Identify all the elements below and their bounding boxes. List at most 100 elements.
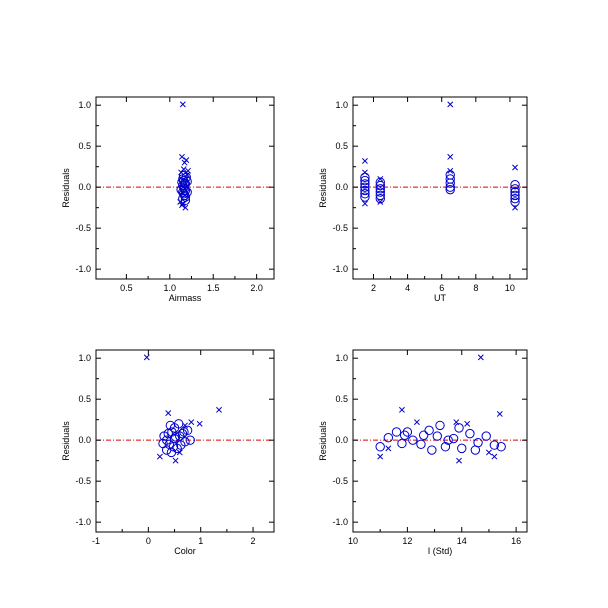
data-point-circle [375, 442, 385, 452]
y-tick-label: -0.5 [332, 223, 348, 233]
y-axis-label: Residuals [318, 168, 328, 208]
data-point-circle [158, 438, 168, 449]
data-point-circle [397, 438, 407, 449]
data-point-cross [512, 164, 519, 171]
data-point-circle [489, 440, 500, 450]
data-point-circle [510, 197, 520, 207]
data-point-cross [188, 419, 195, 426]
x-tick-label: 1 [198, 536, 203, 546]
x-tick-label: 2 [371, 283, 376, 293]
data-point-circle [445, 178, 455, 188]
data-point-circle [510, 184, 520, 194]
y-tick-label: 1.0 [335, 353, 348, 363]
data-point-cross [496, 410, 503, 417]
x-tick-label: 10 [348, 536, 358, 546]
data-point-cross [172, 457, 179, 464]
data-point-cross [477, 354, 484, 361]
data-point-cross [456, 457, 462, 464]
x-axis-label: UT [434, 293, 446, 303]
data-point-circle [510, 193, 520, 204]
y-tick-label: 0.0 [335, 435, 348, 445]
data-point-cross [377, 453, 384, 460]
data-point-circle [510, 180, 520, 190]
data-point-cross [196, 420, 203, 427]
data-point-cross [143, 354, 150, 361]
data-point-circle [375, 190, 385, 201]
data-point-circle [399, 430, 410, 440]
data-point-circle [445, 184, 455, 195]
y-axis-label: Residuals [318, 421, 328, 461]
data-point-circle [360, 175, 370, 186]
data-point-cross [361, 169, 368, 176]
y-tick-label: 0.0 [78, 435, 91, 445]
data-point-circle [510, 190, 520, 201]
x-tick-label: 1.0 [164, 283, 177, 293]
y-tick-label: 0.5 [78, 141, 91, 151]
y-tick-label: 1.0 [78, 100, 91, 110]
istd-panel: -1.0 -0.5 0.0 0.5 1.0 10 12 14 16 I (Std) Residual… [318, 349, 528, 556]
y-tick-label: 1.0 [335, 100, 348, 110]
axis-frame [352, 349, 528, 533]
y-tick-label: -0.5 [332, 476, 348, 486]
y-axis-label: Residuals [61, 168, 71, 208]
data-point-circle [457, 443, 467, 454]
data-point-circle [391, 427, 402, 437]
x-tick-label: 16 [511, 536, 521, 546]
data-point-cross [464, 420, 471, 427]
y-tick-label: -0.5 [75, 476, 91, 486]
axis-frame [95, 96, 275, 280]
data-point-cross [491, 453, 498, 460]
axis-frame [95, 349, 275, 533]
data-point-circle [179, 427, 189, 437]
x-tick-label: 0.5 [120, 283, 133, 293]
x-tick-label: 10 [505, 283, 515, 293]
data-point-circle [383, 433, 394, 443]
data-point-circle [424, 425, 434, 436]
y-tick-label: -1.0 [75, 264, 91, 274]
y-tick-label: 0.0 [78, 182, 91, 192]
data-point-circle [432, 431, 442, 441]
data-point-cross [377, 176, 384, 182]
data-point-cross [361, 157, 368, 164]
x-tick-label: 12 [402, 536, 412, 546]
y-tick-label: -1.0 [75, 517, 91, 527]
x-tick-label: 2.0 [250, 283, 263, 293]
data-point-circle [169, 433, 180, 444]
data-point-circle [180, 192, 191, 202]
x-tick-label: 8 [473, 283, 478, 293]
data-point-circle [445, 182, 455, 192]
data-point-circle [177, 177, 187, 187]
x-axis-label: Airmass [169, 293, 202, 303]
axis-frame [352, 96, 528, 280]
data-point-cross [182, 204, 189, 211]
y-tick-label: 1.0 [78, 353, 91, 363]
data-point-circle [178, 193, 188, 204]
data-point-cross [179, 202, 185, 209]
data-point-cross [165, 410, 172, 417]
data-point-circle [375, 177, 385, 187]
y-tick-label: 0.0 [335, 182, 348, 192]
data-point-circle [174, 419, 184, 429]
data-point-cross [485, 449, 492, 456]
data-point-cross [447, 101, 454, 108]
data-point-cross [179, 153, 185, 160]
data-point-cross [181, 159, 188, 166]
x-tick-label: 6 [439, 283, 444, 293]
y-tick-label: -1.0 [332, 517, 348, 527]
data-point-circle [360, 179, 370, 189]
x-tick-label: 1.5 [207, 283, 220, 293]
color-panel: -1.0 -0.5 0.0 0.5 1.0 -1 0 1 2 Color Residuals [61, 349, 275, 556]
data-point-cross [398, 406, 405, 413]
y-tick-label: 0.5 [78, 394, 91, 404]
data-point-circle [470, 445, 481, 455]
data-point-circle [185, 435, 195, 445]
data-point-circle [416, 439, 426, 449]
data-point-circle [440, 442, 451, 452]
data-point-circle [166, 447, 177, 458]
data-point-circle [178, 171, 189, 181]
data-point-circle [465, 428, 475, 439]
data-point-circle [454, 423, 464, 433]
data-point-circle [443, 435, 453, 445]
data-point-cross [413, 419, 420, 426]
x-axis-label: Color [174, 546, 196, 556]
